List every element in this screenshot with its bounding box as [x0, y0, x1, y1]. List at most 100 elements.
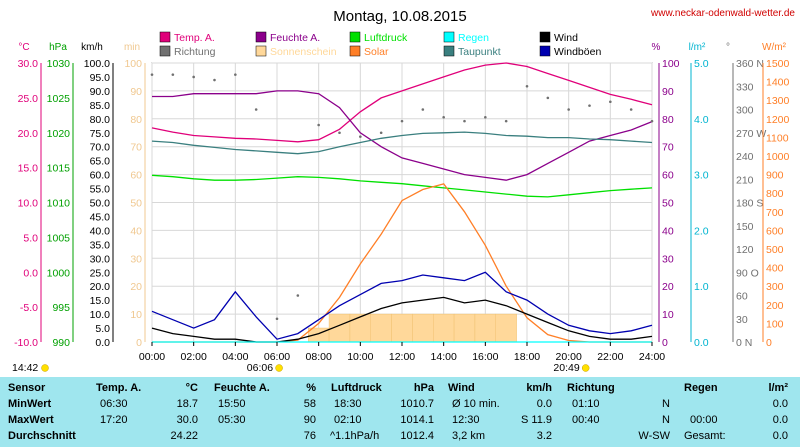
wind-tick-label: 10.0	[90, 309, 111, 321]
humidity-tick-label: 90	[662, 86, 674, 98]
legend-swatch	[349, 31, 361, 43]
wind-time: 12:30	[452, 414, 480, 426]
wind-tick-label: 60.0	[90, 170, 111, 182]
direction-point	[400, 119, 404, 123]
wind-value: 0.0	[536, 398, 552, 410]
row-label: MinWert	[8, 398, 52, 410]
sunshine-tick-label: 50	[130, 198, 142, 210]
series-line	[151, 271, 653, 340]
direction-point	[171, 73, 175, 76]
solar-tick-label: 500	[766, 244, 784, 256]
direction-point	[150, 73, 154, 76]
rain-value: 0.0	[772, 414, 788, 426]
x-tick-label: 16:00	[472, 351, 498, 363]
legend-swatch	[255, 45, 267, 57]
press-value: 1012.4	[400, 430, 434, 442]
hum-time: 15:50	[218, 398, 246, 410]
solar-tick-label: 1200	[766, 114, 790, 126]
legend-swatch	[443, 31, 455, 43]
legend-swatch	[159, 45, 171, 57]
humidity-tick-label: 10	[662, 309, 674, 321]
temp-tick-label: 10.0	[18, 198, 39, 210]
summary-row-max: MaxWert 17:20 30.0 05:30 90 02:10 1014.1…	[0, 412, 800, 429]
legend-label: Sonnenschein	[270, 46, 337, 58]
x-tick-label: 00:00	[139, 351, 165, 363]
summary-header-row: Sensor Temp. A. °C Feuchte A. % Luftdruc…	[0, 380, 800, 397]
sun-moon-events: 14:42 06:06 20:49	[12, 362, 590, 374]
wind-tick-label: 15.0	[90, 295, 111, 307]
sunshine-bar	[349, 313, 371, 343]
sunshine-bar	[495, 313, 517, 343]
hum-value: 58	[303, 398, 316, 410]
series-line	[151, 174, 653, 198]
sunshine-bar	[370, 313, 392, 343]
humidity-tick-label: 80	[662, 114, 674, 126]
temp-time: 17:20	[100, 414, 128, 426]
rain-time: 00:00	[690, 414, 718, 426]
wind-tick-label: 85.0	[90, 100, 111, 112]
summary-row-min: MinWert 06:30 18.7 15:50 58 18:30 1010.7…	[0, 396, 800, 413]
summary-row-avg: Durchschnitt 24.22 76 ^1.1hPa/h 1012.4 3…	[0, 428, 800, 445]
row-label: MaxWert	[8, 414, 54, 426]
x-tick-label: 22:00	[597, 351, 623, 363]
humidity-tick-label: 50	[662, 198, 674, 210]
dir-value: N	[662, 414, 670, 426]
wind-tick-label: 80.0	[90, 114, 111, 126]
legend-label: Temp. A.	[174, 32, 215, 44]
rain-value: 0.0	[772, 430, 788, 442]
direction-tick-label: 270 W	[736, 128, 766, 140]
press-time: 18:30	[334, 398, 362, 410]
direction-point	[234, 73, 237, 76]
sunshine-tick-label: 0	[136, 337, 142, 349]
temp-unit: °C	[18, 42, 29, 53]
x-tick-label: 24:00	[639, 351, 665, 363]
legend-label: Wind	[554, 32, 578, 44]
wind-tick-label: 55.0	[90, 184, 111, 196]
wind-tick-label: 40.0	[90, 225, 111, 237]
wind-tick-label: 70.0	[90, 142, 111, 154]
temp-tick-label: 25.0	[18, 93, 39, 105]
pressure-tick-label: 1000	[47, 267, 71, 279]
solar-tick-label: 600	[766, 225, 784, 237]
chart-legend: Temp. A. Feuchte A. Luftdruck Regen Wind Rich…	[159, 31, 601, 58]
direction-point	[609, 100, 612, 104]
col-hum: Feuchte A.	[214, 382, 270, 394]
wind-time: Ø 10 min.	[452, 398, 500, 410]
sunshine-bar	[412, 313, 434, 343]
summary-table: Sensor Temp. A. °C Feuchte A. % Luftdruc…	[0, 377, 800, 447]
direction-point	[504, 119, 508, 123]
sunshine-tick-label: 90	[130, 86, 142, 98]
legend-label: Regen	[458, 32, 489, 44]
legend-label: Feuchte A.	[270, 32, 320, 44]
series-line	[152, 90, 653, 181]
hum-value: 90	[303, 414, 316, 426]
wind-distance: 3,2 km	[452, 430, 486, 442]
solar-tick-label: 300	[766, 281, 784, 293]
temp-tick-label: -10.0	[14, 337, 38, 349]
direction-tick-label: 360 N	[736, 58, 764, 70]
wind-tick-label: 0.0	[95, 337, 110, 349]
sunshine-tick-label: 80	[130, 114, 142, 126]
x-tick-label: 12:00	[389, 351, 415, 363]
col-rain: Regen	[684, 382, 718, 394]
direction-point	[317, 123, 320, 127]
pressure-tick-label: 1015	[47, 163, 71, 175]
x-tick-label: 02:00	[181, 351, 207, 363]
direction-tick-label: 240	[736, 151, 754, 163]
legend-swatch	[443, 45, 455, 57]
direction-point	[421, 108, 425, 111]
x-tick-label: 06:00	[264, 351, 290, 363]
legend-label: Taupunkt	[458, 46, 501, 58]
sunset-icon	[581, 364, 590, 372]
col-hum-unit: %	[306, 382, 316, 394]
col-press: Luftdruck	[331, 382, 382, 394]
sunshine-bar	[474, 313, 496, 343]
pressure-tick-label: 990	[52, 337, 70, 349]
moon-icon	[41, 364, 49, 372]
hum-time: 05:30	[218, 414, 246, 426]
col-wind-unit: km/h	[526, 382, 552, 394]
axes: 00:00 02:00 04:00 06:00 08:00 10:00 12:00 14:00…	[14, 58, 789, 363]
direction-point	[296, 294, 300, 297]
wind-value: S 11.9	[521, 414, 552, 426]
x-tick-label: 10:00	[347, 351, 373, 363]
